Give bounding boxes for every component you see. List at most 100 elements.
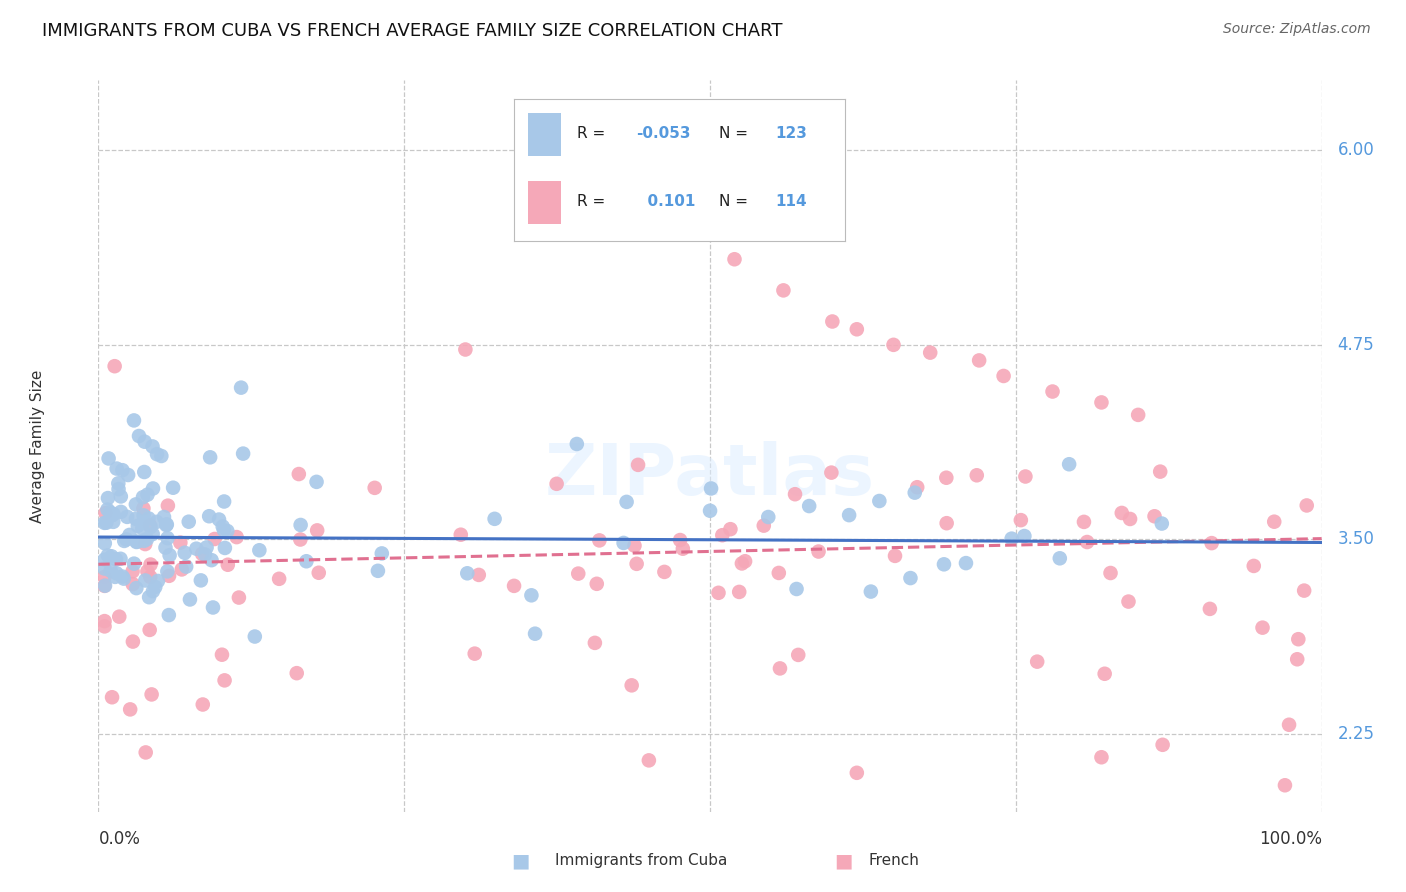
Point — [201, 600, 224, 615]
Point — [503, 579, 526, 593]
Point — [1042, 384, 1064, 399]
Point — [1014, 469, 1036, 483]
Point — [138, 511, 160, 525]
Point — [567, 566, 589, 581]
Point — [1014, 529, 1036, 543]
Point — [125, 535, 148, 549]
Point — [1090, 750, 1112, 764]
Point — [285, 666, 308, 681]
Point — [728, 585, 751, 599]
Point — [136, 532, 159, 546]
Point — [105, 566, 128, 581]
Point — [120, 702, 142, 716]
Point — [143, 580, 166, 594]
Text: 0.0%: 0.0% — [98, 830, 141, 848]
Point — [212, 524, 235, 538]
Point — [173, 546, 195, 560]
Point — [1201, 536, 1223, 550]
Point — [456, 566, 478, 581]
Point — [169, 535, 191, 549]
Text: ■: ■ — [834, 851, 853, 871]
Point — [1057, 457, 1080, 471]
Point — [159, 548, 181, 562]
Point — [243, 630, 266, 644]
Point — [565, 437, 588, 451]
Point — [269, 572, 291, 586]
Point — [845, 322, 868, 336]
Text: 123: 123 — [775, 126, 807, 141]
Point — [134, 537, 156, 551]
Point — [110, 551, 132, 566]
Point — [1128, 408, 1150, 422]
Point — [585, 576, 607, 591]
Text: 4.75: 4.75 — [1337, 336, 1374, 354]
Point — [93, 561, 115, 575]
Point — [157, 569, 180, 583]
Point — [200, 553, 222, 567]
Point — [1026, 655, 1049, 669]
Point — [1286, 652, 1309, 666]
Point — [208, 512, 231, 526]
Point — [1295, 499, 1317, 513]
Point — [132, 533, 155, 548]
Point — [155, 518, 177, 533]
Point — [107, 476, 129, 491]
Point — [125, 497, 148, 511]
Point — [520, 588, 543, 602]
Text: N =: N = — [718, 194, 754, 210]
Point — [734, 554, 756, 568]
Point — [723, 252, 745, 267]
Point — [620, 678, 643, 692]
Point — [1199, 602, 1222, 616]
Point — [935, 516, 957, 531]
Point — [198, 509, 221, 524]
Point — [904, 485, 927, 500]
Point — [307, 524, 329, 538]
Point — [524, 626, 547, 640]
Point — [97, 491, 120, 505]
Point — [935, 471, 957, 485]
Point — [105, 461, 128, 475]
Point — [142, 482, 165, 496]
Point — [1073, 515, 1095, 529]
Point — [93, 516, 115, 530]
FancyBboxPatch shape — [527, 181, 561, 224]
Point — [177, 515, 200, 529]
Point — [707, 586, 730, 600]
Text: R =: R = — [576, 126, 610, 141]
Text: ZIPatlas: ZIPatlas — [546, 441, 875, 509]
Point — [247, 543, 270, 558]
Point — [211, 519, 233, 533]
Point — [100, 564, 122, 578]
Point — [141, 440, 163, 454]
Point — [132, 508, 155, 523]
Point — [583, 636, 606, 650]
Point — [1049, 551, 1071, 566]
Point — [214, 673, 236, 688]
Point — [1278, 717, 1301, 731]
Point — [94, 506, 117, 520]
Point — [1294, 583, 1316, 598]
Point — [1076, 535, 1098, 549]
Point — [93, 619, 115, 633]
Point — [1118, 594, 1140, 608]
Point — [787, 648, 810, 662]
Point — [156, 499, 179, 513]
Point — [195, 541, 218, 555]
Point — [993, 368, 1015, 383]
Point — [623, 539, 645, 553]
Point — [146, 447, 169, 461]
Point — [232, 447, 254, 461]
Point — [110, 505, 132, 519]
Point — [454, 343, 477, 357]
Point — [100, 549, 122, 564]
Point — [93, 614, 115, 628]
Point — [134, 574, 156, 588]
Text: -0.053: -0.053 — [637, 126, 690, 141]
Point — [170, 562, 193, 576]
Text: ■: ■ — [510, 851, 530, 871]
Point — [115, 509, 138, 524]
Point — [138, 590, 160, 604]
Point — [288, 467, 311, 481]
Point — [731, 557, 754, 571]
